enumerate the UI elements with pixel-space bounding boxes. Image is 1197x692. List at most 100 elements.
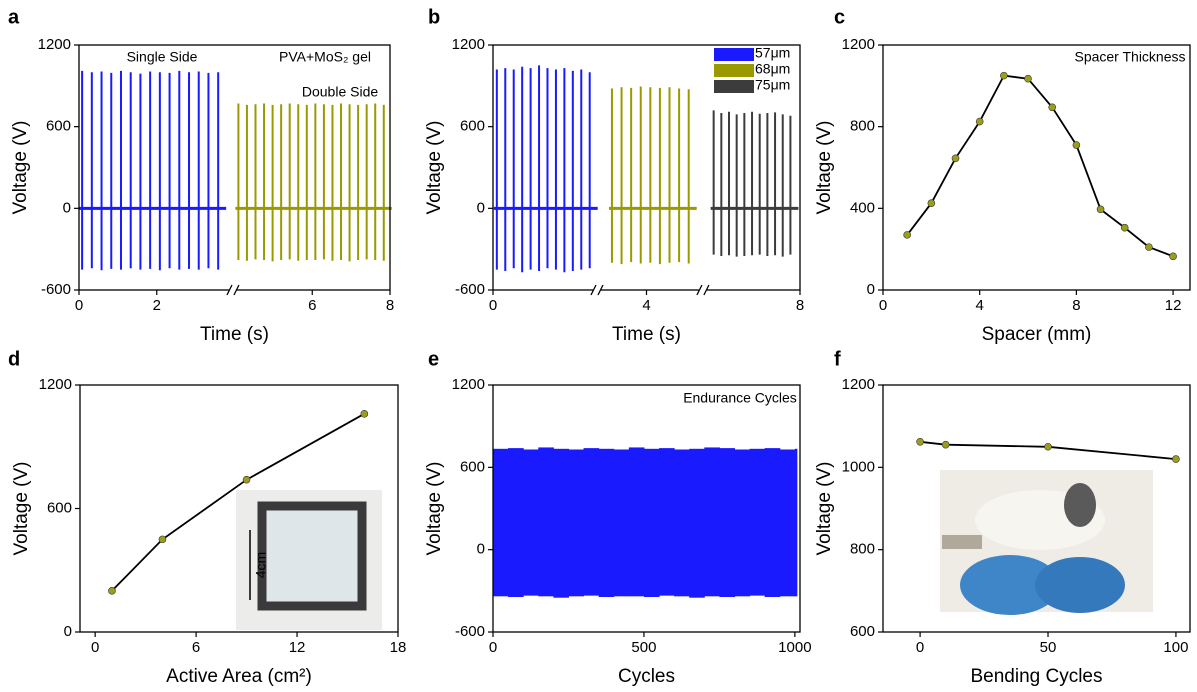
y-tick-label: 0 [64, 623, 72, 640]
panel-letter: b [428, 6, 440, 28]
x-tick-label: 2 [153, 297, 161, 314]
signal-band [643, 448, 660, 598]
marker [951, 154, 960, 163]
signal-band [779, 449, 796, 597]
marker [1048, 103, 1057, 112]
signal-band [583, 448, 600, 596]
plot-frame [79, 384, 399, 633]
y-tick-label: 1200 [38, 36, 71, 53]
x-tick-label: 1000 [778, 639, 811, 656]
axis-break [696, 284, 703, 296]
plot-frame [882, 384, 1191, 633]
plot-frame [882, 44, 1191, 291]
x-tick-label: 0 [91, 639, 99, 656]
marker [903, 231, 911, 239]
marker [1169, 252, 1177, 261]
y-tick-label: 600 [46, 118, 71, 135]
y-tick-label: 1000 [842, 458, 875, 475]
x-tick-label: 0 [489, 297, 497, 314]
y-tick-label: 600 [47, 499, 72, 516]
x-tick-label: 0 [489, 639, 497, 656]
x-tick-label: 12 [1165, 297, 1182, 314]
marker [1044, 442, 1052, 451]
marker [1120, 223, 1129, 232]
legend-label: 68μm [755, 61, 790, 77]
annotation: Spacer Thickness [1074, 49, 1185, 65]
legend-label: 57μm [755, 45, 790, 61]
x-tick-label: 0 [75, 297, 83, 314]
y-tick-label: -600 [455, 281, 485, 298]
signal-band [553, 448, 569, 598]
inset-d [236, 490, 382, 630]
signal-band [764, 448, 781, 598]
signal-band [704, 447, 720, 597]
panel-letter: f [834, 348, 841, 370]
panel-letter: a [8, 6, 20, 28]
signal-band [613, 449, 630, 597]
signal-band [628, 447, 645, 597]
marker [941, 440, 950, 449]
annotation: Endurance Cycles [683, 390, 797, 406]
y-tick-label: 1200 [452, 36, 485, 53]
panel: c Voltage (V) Spacer (mm) 0 400 800 1200 0 4 8 12 S… [814, 6, 1191, 345]
y-tick-label: -600 [455, 623, 485, 640]
legend-swatch [714, 64, 754, 77]
device [1064, 483, 1096, 527]
panel-letter: c [834, 6, 845, 28]
x-tick-label: 500 [631, 639, 656, 656]
signal-band [674, 449, 690, 597]
marker [1145, 243, 1153, 251]
y-axis-label: Voltage (V) [814, 462, 835, 556]
x-tick-label: 100 [1163, 639, 1188, 656]
y-tick-label: 800 [850, 541, 875, 558]
y-axis-label: Voltage (V) [814, 121, 835, 215]
y-tick-label: 600 [850, 623, 875, 640]
y-tick-label: 0 [477, 199, 485, 216]
x-tick-label: 8 [386, 297, 394, 314]
y-tick-label: 600 [460, 458, 485, 475]
signal-band [794, 448, 798, 597]
signal-band [523, 449, 539, 596]
x-tick-label: 18 [390, 639, 407, 656]
x-axis-label: Bending Cycles [970, 666, 1102, 687]
y-tick-label: 1200 [452, 376, 485, 393]
axis-break-gap [592, 287, 601, 293]
legend-swatch [714, 80, 754, 93]
inset-label: 4cm [253, 552, 269, 578]
x-tick-label: 12 [289, 639, 306, 656]
x-tick-label: 0 [879, 297, 887, 314]
marker [1000, 71, 1008, 80]
x-axis-label: Time (s) [200, 324, 269, 345]
y-axis-label: Voltage (V) [424, 462, 445, 556]
x-tick-label: 0 [916, 639, 924, 656]
x-axis-label: Time (s) [612, 324, 681, 345]
y-tick-label: 0 [867, 281, 875, 298]
panel-letter: e [428, 348, 439, 370]
signal-band [538, 447, 554, 597]
annotation: Single Side [127, 49, 198, 65]
inset-device [257, 501, 367, 611]
x-axis-label: Active Area (cm²) [166, 666, 312, 687]
legend-swatch [714, 48, 754, 61]
y-axis-label: Voltage (V) [10, 121, 31, 215]
signal-band [508, 448, 524, 598]
signal-band [719, 448, 735, 598]
y-tick-label: 1200 [842, 36, 875, 53]
marker [1024, 74, 1032, 83]
marker [1096, 205, 1105, 214]
marker [1172, 455, 1180, 463]
glove [1035, 557, 1125, 613]
line [906, 74, 1174, 258]
signal-band [734, 449, 751, 597]
annotation: Double Side [302, 84, 378, 100]
x-tick-label: 4 [976, 297, 984, 314]
y-tick-label: 1200 [39, 376, 72, 393]
y-tick-label: 0 [63, 199, 71, 216]
x-tick-label: 6 [192, 639, 200, 656]
glove [960, 555, 1060, 615]
line [111, 413, 365, 592]
marker [158, 535, 167, 544]
